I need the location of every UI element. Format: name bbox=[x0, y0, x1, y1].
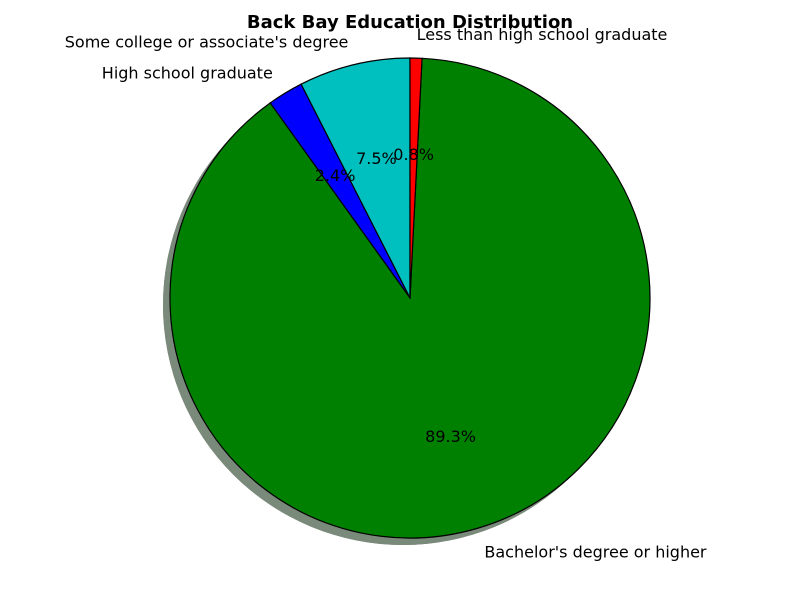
category-label-some-college-or-associate-s-degree: Some college or associate's degree bbox=[65, 32, 349, 51]
pie-slices bbox=[169, 57, 651, 539]
pie-slice-less-than-high-school-graduate bbox=[409, 57, 423, 299]
pie-slice-some-college-or-associate-s-degree bbox=[300, 57, 411, 299]
category-label-high-school-graduate: High school graduate bbox=[102, 64, 273, 83]
pie-slice-bachelor-s-degree-or-higher bbox=[169, 57, 651, 539]
percent-label-less-than-high-school-graduate: 0.8% bbox=[393, 145, 434, 164]
percent-label-high-school-graduate: 2.4% bbox=[315, 166, 356, 185]
percent-labels: 7.5%2.4% 89.3% 0.8% bbox=[315, 145, 476, 446]
chart-title: Back Bay Education Distribution bbox=[247, 12, 573, 33]
category-label-bachelor-s-degree-or-higher: Bachelor's degree or higher bbox=[484, 542, 707, 561]
percent-label-some-college-or-associate-s-degree: 7.5% bbox=[356, 149, 397, 168]
category-labels: Some college or associate's degree High s… bbox=[65, 25, 707, 561]
category-label-less-than-high-school-graduate: Less than high school graduate bbox=[417, 25, 668, 44]
percent-label-bachelor-s-degree-or-higher: 89.3% bbox=[425, 427, 476, 446]
